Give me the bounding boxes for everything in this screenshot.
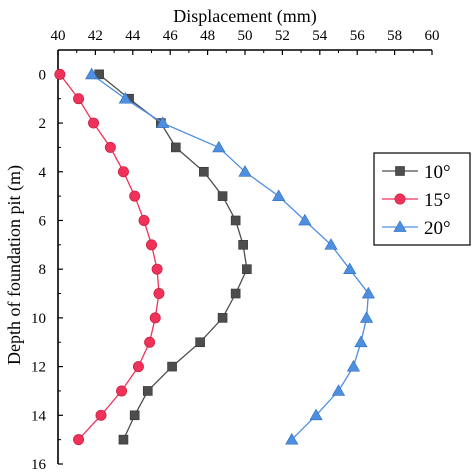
data-point [118, 92, 132, 104]
y-tick-label: 8 [39, 262, 47, 278]
data-point [129, 190, 141, 202]
data-point [167, 361, 177, 372]
legend-label: 20° [424, 218, 451, 239]
data-point [95, 409, 107, 421]
data-point [117, 166, 129, 178]
data-point [116, 385, 128, 397]
data-point [230, 215, 241, 226]
data-point [73, 93, 85, 105]
data-point [144, 336, 156, 348]
series-line [98, 73, 248, 440]
data-point [212, 140, 226, 153]
data-point [238, 240, 248, 250]
data-point [85, 67, 99, 80]
data-point [199, 166, 209, 177]
y-axis-title: Depth of foundation pit (m) [4, 165, 25, 365]
legend: 10° 15° 20° [373, 152, 471, 246]
legend-label: 15° [424, 190, 451, 211]
data-point [359, 311, 374, 323]
x-axis-title: Displacement (mm) [173, 6, 316, 27]
x-tick-label: 50 [238, 28, 253, 44]
data-point [346, 359, 361, 372]
data-point [354, 335, 368, 348]
data-point [118, 434, 129, 445]
data-point [272, 189, 286, 201]
data-point [73, 434, 85, 446]
y-tick-label: 4 [39, 165, 47, 181]
x-tick-label: 54 [312, 28, 328, 44]
series-circle [54, 68, 165, 446]
x-tick-label: 42 [88, 28, 103, 44]
data-point [298, 213, 312, 226]
y-tick-label: 2 [39, 116, 47, 132]
data-point [149, 312, 161, 324]
data-point [138, 214, 150, 226]
legend-label: 10° [424, 162, 451, 183]
data-point [132, 361, 144, 373]
data-point [217, 191, 228, 201]
data-point [242, 264, 252, 274]
x-tick-label: 48 [200, 28, 215, 44]
data-point [324, 238, 338, 250]
data-point [238, 165, 252, 177]
data-point [153, 288, 165, 300]
x-tick-label: 44 [125, 28, 141, 44]
data-point [343, 262, 357, 275]
y-tick-label: 14 [31, 408, 47, 424]
data-point [230, 288, 241, 299]
data-point [331, 384, 346, 396]
data-point [285, 432, 299, 445]
series-triangle [85, 67, 376, 445]
x-tick-label: 52 [275, 28, 290, 44]
x-tick-label: 40 [51, 28, 66, 44]
data-point [156, 116, 170, 128]
x-tick-label: 58 [387, 28, 402, 44]
legend-marker [395, 166, 405, 176]
data-point [217, 313, 228, 323]
x-tick-label: 56 [350, 28, 366, 44]
data-point [146, 239, 157, 251]
series-line [91, 73, 370, 441]
legend-marker [394, 193, 406, 205]
data-point [151, 263, 163, 275]
x-tick-label: 60 [425, 28, 440, 44]
data-point [104, 141, 116, 153]
data-point [309, 408, 323, 421]
data-point [54, 68, 66, 80]
y-tick-label: 0 [39, 67, 47, 83]
y-tick-label: 6 [39, 213, 47, 229]
data-point [129, 410, 140, 421]
series-layer [54, 67, 376, 446]
y-tick-label: 16 [31, 457, 47, 473]
y-tick-label: 10 [31, 311, 46, 327]
data-point [195, 337, 205, 348]
data-point [142, 386, 153, 396]
series-line [59, 74, 160, 441]
data-point [361, 286, 376, 299]
data-point [171, 142, 181, 153]
legend-marker [393, 220, 407, 232]
data-point [88, 117, 100, 129]
x-tick-label: 46 [163, 28, 179, 44]
y-tick-label: 12 [31, 360, 46, 376]
